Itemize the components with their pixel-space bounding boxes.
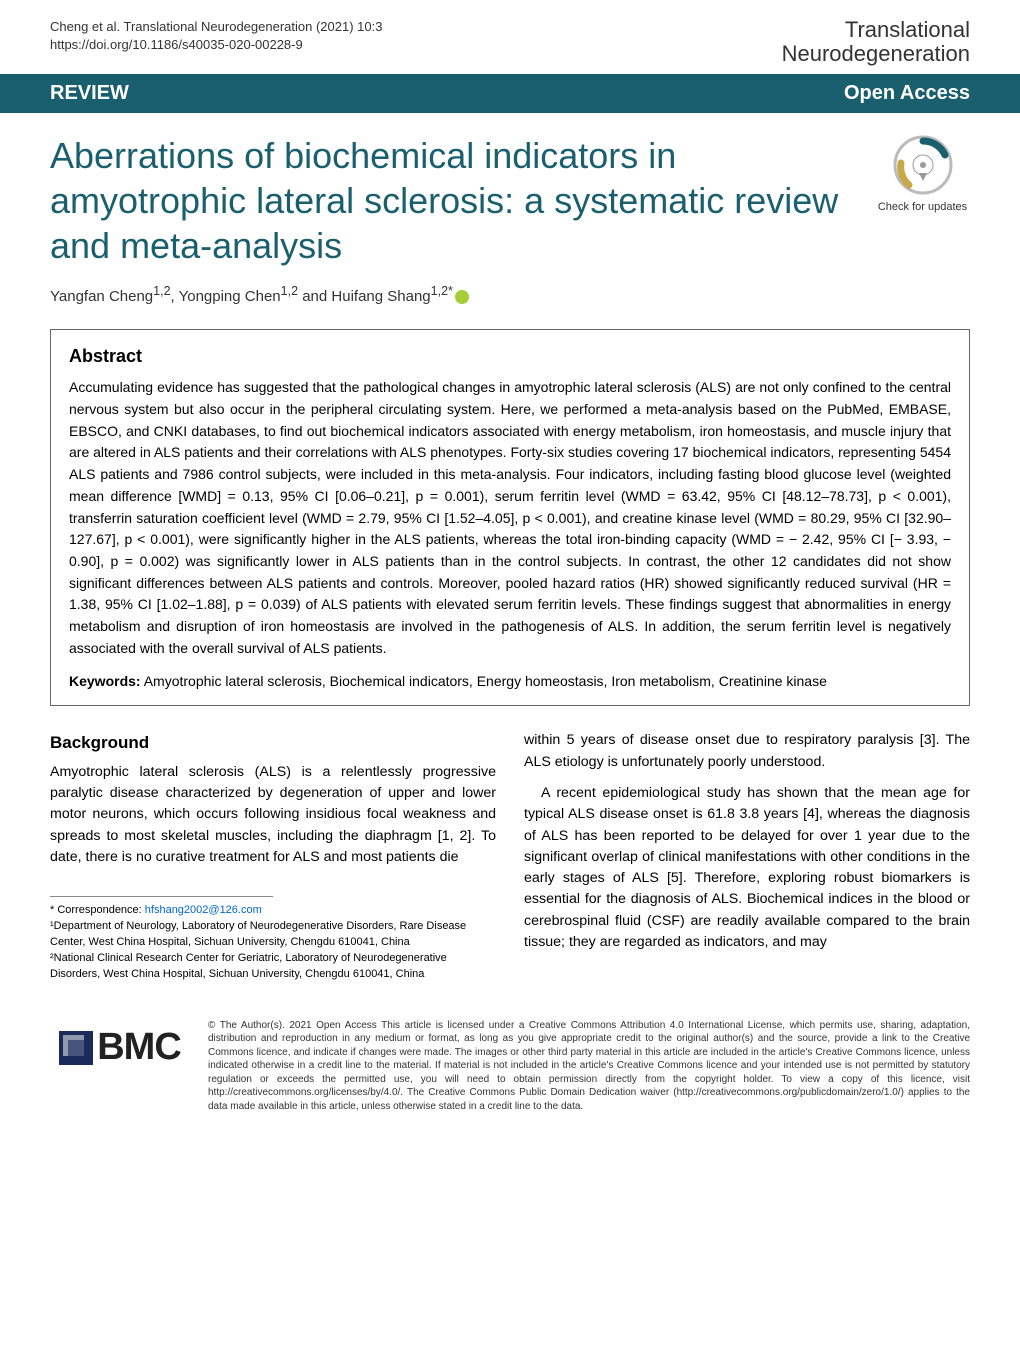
affiliation-1: ¹Department of Neurology, Laboratory of … xyxy=(50,919,496,951)
footnote-rule xyxy=(50,896,273,897)
correspondence-email[interactable]: hfshang2002@126.com xyxy=(145,904,262,916)
col1-paragraph: Amyotrophic lateral sclerosis (ALS) is a… xyxy=(50,762,496,868)
citation-block: Cheng et al. Translational Neurodegenera… xyxy=(50,18,382,54)
check-for-updates-badge[interactable]: Check for updates xyxy=(875,133,970,213)
keywords-label: Keywords: xyxy=(69,673,141,689)
content-area: Check for updates Aberrations of biochem… xyxy=(0,113,1020,1003)
orcid-icon[interactable] xyxy=(455,290,469,304)
col2-paragraph-2: A recent epidemiological study has shown… xyxy=(524,783,970,953)
correspondence-line: * Correspondence: hfshang2002@126.com xyxy=(50,903,496,919)
license-text: © The Author(s). 2021 Open Access This a… xyxy=(208,1019,970,1114)
abstract-heading: Abstract xyxy=(69,346,951,367)
authors-line: Yangfan Cheng1,2, Yongping Chen1,2 and H… xyxy=(50,284,970,305)
body-columns: Background Amyotrophic lateral sclerosis… xyxy=(50,730,970,983)
keywords-line: Keywords: Amyotrophic lateral sclerosis,… xyxy=(69,673,951,689)
column-left: Background Amyotrophic lateral sclerosis… xyxy=(50,730,496,983)
keywords-text: Amyotrophic lateral sclerosis, Biochemic… xyxy=(144,673,827,689)
page-footer: BMC © The Author(s). 2021 Open Access Th… xyxy=(0,1013,1020,1132)
brand-line-1: Translational xyxy=(782,18,970,42)
article-type-bar: REVIEW Open Access xyxy=(0,74,1020,113)
journal-brand: Translational Neurodegeneration xyxy=(782,18,970,66)
footnotes: * Correspondence: hfshang2002@126.com ¹D… xyxy=(50,896,496,983)
correspondence-label: * Correspondence: xyxy=(50,904,145,916)
background-heading: Background xyxy=(50,730,496,756)
brand-line-2: Neurodegeneration xyxy=(782,42,970,66)
open-access-label: Open Access xyxy=(844,82,970,105)
abstract-box: Abstract Accumulating evidence has sugge… xyxy=(50,329,970,706)
check-updates-label: Check for updates xyxy=(875,201,970,213)
article-title: Aberrations of biochemical indicators in… xyxy=(50,133,970,268)
bmc-logo: BMC xyxy=(50,1019,190,1077)
article-type-label: REVIEW xyxy=(50,82,129,105)
affiliation-2: ²National Clinical Research Center for G… xyxy=(50,951,496,983)
page-header: Cheng et al. Translational Neurodegenera… xyxy=(0,0,1020,74)
bmc-logo-text: BMC xyxy=(97,1026,181,1069)
check-updates-icon xyxy=(891,133,955,197)
citation-line: Cheng et al. Translational Neurodegenera… xyxy=(50,18,382,36)
col2-paragraph-1: within 5 years of disease onset due to r… xyxy=(524,730,970,773)
doi-line: https://doi.org/10.1186/s40035-020-00228… xyxy=(50,36,382,54)
abstract-text: Accumulating evidence has suggested that… xyxy=(69,377,951,659)
column-right: within 5 years of disease onset due to r… xyxy=(524,730,970,983)
bmc-square-icon xyxy=(59,1031,93,1065)
